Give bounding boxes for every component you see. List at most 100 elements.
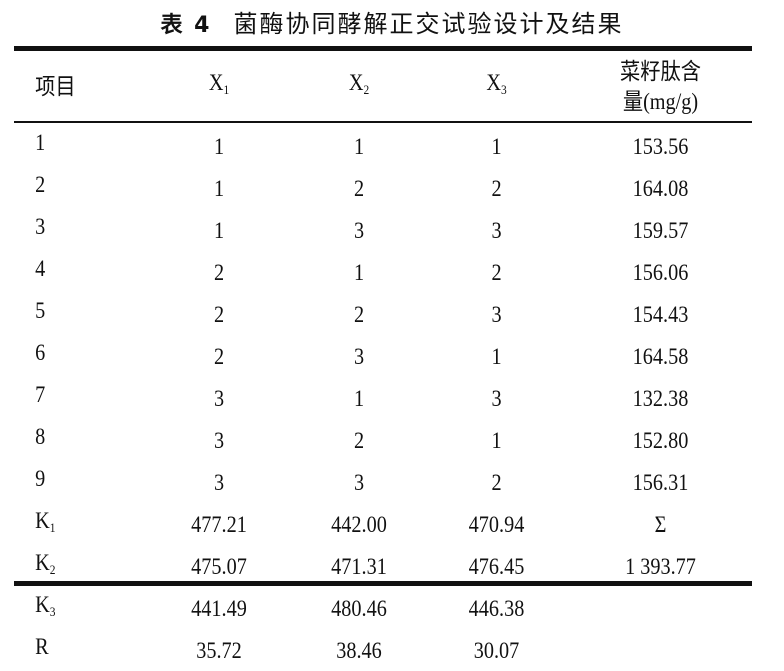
header-x3-subscript: 3 — [500, 82, 507, 97]
row-label-base: 6 — [35, 340, 46, 365]
table-cell: 1 — [213, 133, 225, 159]
row-label-base: K — [35, 508, 50, 533]
table-cell: 2 — [491, 175, 502, 201]
row-label: K3 — [14, 587, 128, 629]
table-cell — [580, 587, 741, 629]
row-label-base: K — [35, 550, 50, 575]
table-cell — [580, 629, 741, 671]
table-cell: 3 — [491, 385, 502, 411]
header-x1: X1 — [153, 52, 285, 121]
table-cell: 475.07 — [191, 553, 247, 579]
table-cell: 156.31 — [632, 469, 689, 495]
header-x1-base: X — [208, 70, 224, 95]
table-cell: 2 — [491, 469, 502, 495]
table-cell: 1 — [491, 133, 502, 159]
table-cell: 159.57 — [632, 217, 689, 243]
row-label: K1 — [14, 503, 128, 545]
table-cell: 477.21 — [191, 511, 247, 537]
row-label-base: 5 — [35, 298, 46, 323]
header-x2-subscript: 2 — [363, 82, 370, 97]
table-cell: 3 — [213, 469, 225, 495]
table-cell: 471.31 — [331, 553, 387, 579]
row-label-base: 1 — [35, 130, 46, 155]
table-cell: 35.72 — [196, 637, 242, 663]
table-cell: 164.08 — [632, 175, 689, 201]
table-row: K2 475.07 471.31 476.45 1 393.77 — [14, 545, 752, 587]
row-label-base: 8 — [35, 424, 46, 449]
table-row: K3 441.49 480.46 446.38 — [14, 587, 752, 629]
table-row: 5 2 2 3 154.43 — [14, 293, 752, 335]
table-cell: 441.49 — [191, 595, 247, 621]
header-rule — [14, 121, 752, 123]
table-cell: 3 — [213, 427, 225, 453]
table-cell: 476.45 — [468, 553, 525, 579]
header-x3-base: X — [486, 70, 501, 95]
header-x3: X3 — [433, 52, 561, 121]
header-x1-subscript: 1 — [223, 82, 230, 97]
row-label-base: 2 — [35, 172, 46, 197]
row-label: 7 — [14, 377, 128, 419]
table-row: 6 2 3 1 164.58 — [14, 335, 752, 377]
table-row: 3 1 3 3 159.57 — [14, 209, 752, 251]
header-content: 菜籽肽含 量(mg/g) — [580, 52, 741, 121]
table-row: 7 3 1 3 132.38 — [14, 377, 752, 419]
table-cell: 132.38 — [632, 385, 689, 411]
table-row: 1 1 1 1 153.56 — [14, 121, 752, 167]
table-cell: 480.46 — [331, 595, 387, 621]
row-label: 5 — [14, 293, 128, 335]
table-cell: 2 — [213, 259, 225, 285]
row-label: 6 — [14, 335, 128, 377]
header-item: 项目 — [14, 52, 128, 121]
table-cell: 152.80 — [632, 427, 689, 453]
table-cell: 1 — [491, 427, 502, 453]
table-row: R 35.72 38.46 30.07 — [14, 629, 752, 671]
table-cell: 2 — [213, 301, 225, 327]
row-label-base: 7 — [35, 382, 46, 407]
row-label-subscript: 3 — [49, 604, 56, 619]
table-cell: 442.00 — [331, 511, 387, 537]
table-cell: 446.38 — [468, 595, 525, 621]
table-number: 表 4 — [160, 13, 212, 38]
table-caption: 表 4 菌酶协同酵解正交试验设计及结果 — [0, 4, 784, 39]
table-cell: 164.58 — [632, 343, 689, 369]
table-cell: 3 — [213, 385, 225, 411]
row-label-base: 9 — [35, 466, 46, 491]
table-row: 9 3 3 2 156.31 — [14, 461, 752, 503]
table-cell: 30.07 — [473, 637, 520, 663]
row-label-subscript: 2 — [49, 562, 56, 577]
table-cell: 2 — [353, 301, 365, 327]
table-row: 4 2 1 2 156.06 — [14, 251, 752, 293]
row-label-subscript: 1 — [49, 520, 56, 535]
table-cell: 1 — [213, 217, 225, 243]
table-cell: Σ — [654, 511, 667, 537]
table-cell: 153.56 — [632, 133, 689, 159]
row-label-base: K — [35, 592, 50, 617]
table-cell: 156.06 — [632, 259, 689, 285]
row-label: R — [14, 629, 128, 671]
table-cell: 2 — [491, 259, 502, 285]
table-row: 8 3 2 1 152.80 — [14, 419, 752, 461]
header-row: 项目 X1 X2 X3 菜籽肽含 量(mg/g) — [14, 52, 752, 121]
table-cell: 154.43 — [632, 301, 689, 327]
table-cell: 470.94 — [468, 511, 525, 537]
table-row: 2 1 2 2 164.08 — [14, 167, 752, 209]
header-content-line2: 量(mg/g) — [622, 88, 699, 114]
table-cell: 3 — [353, 469, 365, 495]
table-title: 菌酶协同酵解正交试验设计及结果 — [233, 12, 624, 38]
row-label-base: 4 — [35, 256, 46, 281]
table-cell: 1 — [491, 343, 502, 369]
table-cell: 1 — [213, 175, 225, 201]
table-row: K1 477.21 442.00 470.94 Σ — [14, 503, 752, 545]
row-label: 8 — [14, 419, 128, 461]
table-body: 1 1 1 1 153.56 2 1 2 2 164.08 3 1 3 3 159.57 4 2 1 2 156.06… — [14, 121, 752, 671]
row-label: K2 — [14, 545, 128, 587]
table-cell: 3 — [353, 217, 365, 243]
bottom-rule — [14, 581, 752, 586]
row-label-base: 3 — [35, 214, 46, 239]
table-cell: 2 — [353, 427, 365, 453]
top-rule — [14, 46, 752, 51]
row-label-base: R — [35, 634, 49, 659]
row-label: 9 — [14, 461, 128, 503]
table-cell: 38.46 — [336, 637, 382, 663]
table-cell: 1 — [353, 385, 365, 411]
